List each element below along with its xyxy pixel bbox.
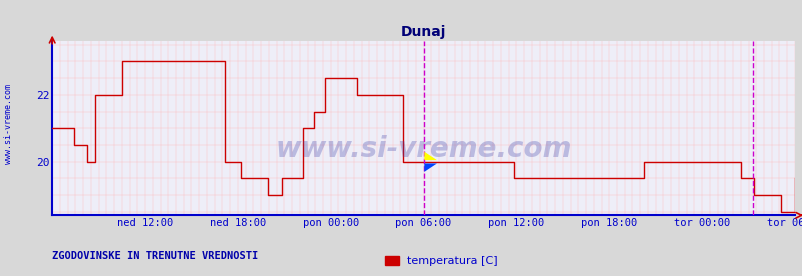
Text: www.si-vreme.com: www.si-vreme.com [3,84,13,164]
Title: Dunaj: Dunaj [400,25,446,39]
Text: www.si-vreme.com: www.si-vreme.com [275,135,571,163]
Polygon shape [423,163,436,172]
Text: ZGODOVINSKE IN TRENUTNE VREDNOSTI: ZGODOVINSKE IN TRENUTNE VREDNOSTI [52,251,258,261]
Polygon shape [423,152,436,160]
Legend: temperatura [C]: temperatura [C] [380,251,502,270]
